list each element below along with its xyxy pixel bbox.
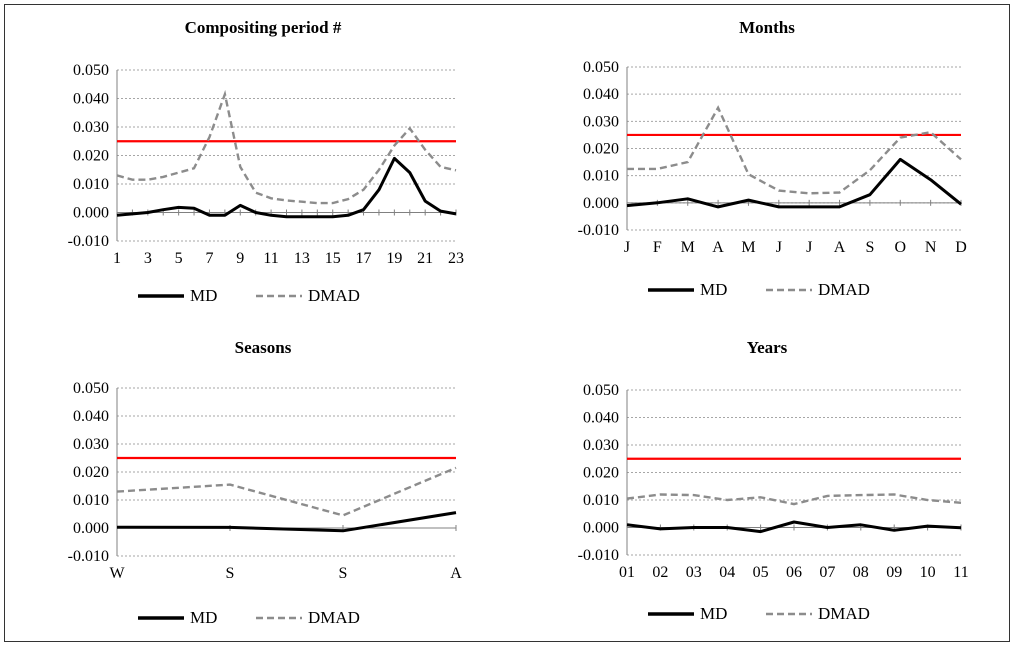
y-tick-label: 0.010 <box>583 168 619 185</box>
x-tick-label: M <box>681 239 695 256</box>
y-tick-label: 0.050 <box>73 380 109 397</box>
series-line-dmad <box>116 89 457 205</box>
y-tick-label: 0.020 <box>73 148 109 165</box>
x-tick-label: 09 <box>886 564 902 581</box>
x-tick-label: 01 <box>619 564 635 581</box>
x-tick-label: 05 <box>753 564 769 581</box>
x-tick-label: 04 <box>719 564 735 581</box>
x-tick-label: A <box>834 239 846 256</box>
series-line-dmad <box>627 105 962 195</box>
x-tick-label: 06 <box>786 564 802 581</box>
x-tick-label: 7 <box>205 250 213 267</box>
chart-panel-3: Seasons -0.010 0.000 0.010 0.020 0.030 0.040 0.… <box>68 338 463 627</box>
chart-panel-1: Compositing period # -0.010 0.000 0.010 0.02… <box>68 18 464 305</box>
x-tick-label: S <box>339 565 348 582</box>
chart-title: Years <box>747 338 788 357</box>
y-tick-label: 0.040 <box>73 91 109 108</box>
x-tick-label: 21 <box>417 250 433 267</box>
x-tick-label: J <box>806 239 812 256</box>
legend-label-dmad: DMAD <box>308 608 360 627</box>
series-line-dmad <box>116 466 457 517</box>
figure-frame: Compositing period # -0.010 0.000 0.010 0.02… <box>4 4 1010 642</box>
x-tick-label: A <box>712 239 724 256</box>
x-tick-label: 9 <box>236 250 244 267</box>
x-tick-label: 5 <box>175 250 183 267</box>
x-tick-label: 03 <box>686 564 702 581</box>
x-tick-label: S <box>226 565 235 582</box>
chart-panel-2: Months -0.010 0.000 0.010 0.020 0.030 0.040 0.0… <box>578 18 967 299</box>
y-tick-label: 0.020 <box>583 465 619 482</box>
x-tick-label: 19 <box>386 250 402 267</box>
x-tick-label: 08 <box>853 564 869 581</box>
y-tick-label: -0.010 <box>578 222 619 239</box>
y-tick-label: 0.020 <box>583 141 619 158</box>
x-tick-label: 15 <box>325 250 341 267</box>
y-tick-label: 0.040 <box>583 410 619 427</box>
chart-panel-4: Years -0.010 0.000 0.010 0.020 0.030 0.040 0.05… <box>578 338 969 623</box>
legend-label-dmad: DMAD <box>818 604 870 623</box>
x-tick-label: S <box>865 239 874 256</box>
x-tick-label: 13 <box>294 250 310 267</box>
y-tick-label: 0.040 <box>583 86 619 103</box>
legend-label-md: MD <box>700 604 727 623</box>
chart-title: Seasons <box>235 338 292 357</box>
x-tick-label: N <box>925 239 937 256</box>
x-tick-label: M <box>741 239 755 256</box>
y-tick-label: 0.000 <box>583 520 619 537</box>
y-tick-label: 0.000 <box>583 195 619 212</box>
legend-label-md: MD <box>190 286 217 305</box>
y-tick-label: 0.040 <box>73 408 109 425</box>
x-tick-label: J <box>776 239 782 256</box>
y-tick-label: -0.010 <box>68 233 109 250</box>
x-tick-label: F <box>653 239 662 256</box>
y-tick-label: 0.010 <box>583 492 619 509</box>
x-tick-label: D <box>955 239 967 256</box>
x-tick-label: W <box>109 565 125 582</box>
x-tick-label: 23 <box>448 250 464 267</box>
legend-label-dmad: DMAD <box>818 280 870 299</box>
x-tick-label: 11 <box>953 564 968 581</box>
legend-label-md: MD <box>190 608 217 627</box>
x-tick-label: A <box>450 565 462 582</box>
y-tick-label: 0.030 <box>583 113 619 130</box>
series-line-md <box>116 511 457 533</box>
x-tick-label: 1 <box>113 250 121 267</box>
y-tick-label: 0.000 <box>73 520 109 537</box>
y-tick-label: 0.010 <box>73 492 109 509</box>
series-line-md <box>116 156 457 219</box>
y-tick-label: -0.010 <box>68 548 109 565</box>
y-tick-label: 0.020 <box>73 464 109 481</box>
y-tick-label: 0.030 <box>73 436 109 453</box>
x-tick-label: 3 <box>144 250 152 267</box>
x-tick-label: O <box>894 239 906 256</box>
x-tick-label: 10 <box>920 564 936 581</box>
chart-title: Compositing period # <box>185 18 342 37</box>
y-tick-label: 0.050 <box>73 62 109 79</box>
y-tick-label: 0.000 <box>73 205 109 222</box>
y-tick-label: 0.050 <box>583 59 619 76</box>
x-tick-label: 02 <box>652 564 668 581</box>
legend-label-md: MD <box>700 280 727 299</box>
x-tick-label: J <box>624 239 630 256</box>
series-line-md <box>626 157 962 209</box>
legend-label-dmad: DMAD <box>308 286 360 305</box>
chart-figure: Compositing period # -0.010 0.000 0.010 0.02… <box>68 18 969 627</box>
y-tick-label: 0.030 <box>73 119 109 136</box>
chart-title: Months <box>739 18 795 37</box>
series-line-md <box>626 520 962 534</box>
x-tick-label: 17 <box>356 250 372 267</box>
series-line-dmad <box>626 493 962 506</box>
y-tick-label: 0.050 <box>583 382 619 399</box>
y-tick-label: 0.010 <box>73 176 109 193</box>
y-tick-label: -0.010 <box>578 547 619 564</box>
x-tick-label: 07 <box>819 564 835 581</box>
y-tick-label: 0.030 <box>583 437 619 454</box>
x-tick-label: 11 <box>263 250 278 267</box>
